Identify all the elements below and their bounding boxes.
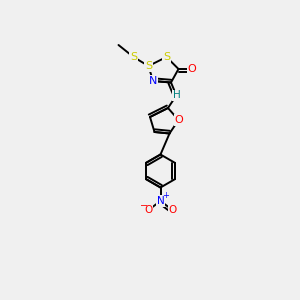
Text: −: − xyxy=(140,200,148,211)
Text: O: O xyxy=(174,115,183,125)
Text: O: O xyxy=(188,64,196,74)
Text: S: S xyxy=(163,52,170,62)
Text: O: O xyxy=(144,205,153,215)
Text: N: N xyxy=(157,196,164,206)
Text: O: O xyxy=(168,205,177,215)
Text: S: S xyxy=(130,52,137,62)
Text: H: H xyxy=(172,90,180,100)
Text: N: N xyxy=(149,76,157,86)
Text: +: + xyxy=(163,191,169,200)
Text: S: S xyxy=(145,61,152,71)
